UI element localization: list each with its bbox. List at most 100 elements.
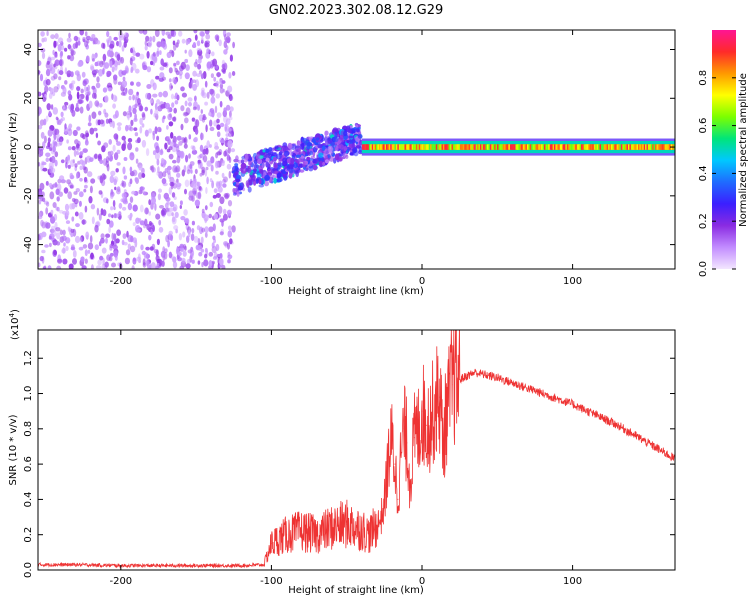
- spectrogram-noise-cell: [178, 141, 183, 146]
- snr-data-point: [430, 419, 432, 421]
- spectrogram-band-cell: [236, 174, 241, 181]
- spectrogram-noise-cell: [203, 259, 209, 267]
- spectrogram-noise-cell: [144, 207, 150, 215]
- spectrogram-noise-cell: [197, 63, 202, 70]
- spectrogram-noise-cell: [47, 129, 53, 137]
- spectrogram-band-cell: [302, 161, 306, 168]
- spectrogram-noise-cell: [87, 122, 92, 127]
- spectrogram-noise-cell: [55, 188, 60, 195]
- spectrogram-noise-cell: [48, 235, 52, 240]
- spectrogram-noise-cell: [96, 40, 101, 45]
- spectrogram-noise-cell: [99, 255, 104, 261]
- spectrogram-noise-cell: [145, 92, 150, 100]
- spectrogram-noise-cell: [38, 70, 41, 74]
- snr-data-point: [474, 371, 476, 373]
- spectrogram-noise-cell: [204, 232, 208, 238]
- spectrogram-noise-cell: [94, 244, 100, 251]
- spectrogram-noise-cell: [80, 256, 85, 263]
- spectrogram-noise-cell: [156, 238, 160, 246]
- spectrogram-noise-cell: [91, 58, 96, 62]
- spectrogram-noise-cell: [177, 251, 183, 256]
- spectrogram-noise-cell: [188, 81, 192, 89]
- spectrogram-noise-cell: [149, 246, 154, 251]
- spectrogram-noise-cell: [227, 259, 231, 264]
- spectrogram-noise-cell: [184, 188, 187, 195]
- spectrogram-noise-cell: [227, 242, 230, 250]
- spectrogram-noise-cell: [99, 176, 104, 184]
- spectrogram-noise-cell: [210, 156, 215, 164]
- spectrogram-noise-cell: [135, 52, 141, 57]
- spectrogram-noise-cell: [45, 222, 51, 229]
- spectrogram-noise-cell: [200, 236, 204, 244]
- spectrogram-noise-cell: [123, 241, 128, 246]
- spectrogram-noise-cell: [192, 83, 198, 91]
- spectrogram-noise-cell: [215, 170, 219, 175]
- spectrogram-noise-cell: [200, 87, 205, 94]
- spectrogram-noise-cell: [193, 30, 198, 34]
- spectrogram-noise-cell: [64, 123, 67, 130]
- spectrogram-noise-cell: [133, 117, 138, 122]
- spectrogram-noise-cell: [181, 169, 185, 177]
- spectrogram-noise-cell: [67, 191, 72, 200]
- spectrogram-noise-cell: [156, 258, 161, 264]
- spectrogram-band-cell: [260, 178, 264, 186]
- colorbar-tick-label: 0.2: [698, 213, 709, 229]
- spectrogram-noise-cell: [182, 250, 187, 257]
- spectrogram-noise-cell: [57, 44, 62, 52]
- spectrogram-noise-cell: [221, 63, 226, 69]
- snr-data-point: [210, 565, 212, 567]
- spectrogram-noise-cell: [185, 64, 190, 71]
- spectrogram-noise-cell: [165, 234, 170, 243]
- spectrogram-noise-cell: [201, 227, 206, 233]
- spectrogram-noise-cell: [222, 183, 227, 188]
- spectrogram-noise-cell: [197, 159, 202, 164]
- spectrogram-noise-cell: [87, 171, 93, 178]
- spectrogram-band-cell: [293, 162, 298, 169]
- spectrogram-noise-cell: [83, 176, 88, 183]
- spectrogram-noise-cell: [106, 70, 112, 77]
- spectrogram-noise-cell: [167, 165, 172, 171]
- spectrogram-noise-cell: [68, 32, 71, 38]
- colorbar-tick-label: 0.6: [698, 118, 709, 134]
- spectrogram-noise-cell: [38, 124, 43, 130]
- spectrogram-noise-cell: [185, 154, 189, 163]
- spectrogram-noise-cell: [93, 53, 97, 59]
- spectrogram-noise-cell: [129, 57, 133, 66]
- spectrogram-noise-cell: [214, 141, 219, 148]
- spectrogram-noise-cell: [132, 50, 136, 56]
- snr-data-point: [511, 382, 513, 384]
- spectrogram-noise-cell: [144, 218, 148, 227]
- spectrogram-band-cell: [248, 161, 252, 166]
- spectrogram-noise-cell: [182, 231, 186, 238]
- spectrogram-noise-cell: [221, 68, 226, 73]
- spectrogram-noise-cell: [183, 209, 188, 216]
- spectrogram-noise-cell: [151, 165, 155, 173]
- spectrogram-noise-cell: [189, 164, 193, 169]
- spectrogram-band-cell: [349, 152, 354, 156]
- spectrogram-noise-cell: [44, 93, 47, 98]
- snr-data-point: [541, 392, 544, 395]
- spectrogram-noise-cell: [71, 146, 76, 151]
- snr-y-tick-label: 0.2: [23, 527, 34, 543]
- spectrogram-noise-cell: [160, 58, 164, 66]
- spectrogram-noise-cell: [87, 242, 94, 250]
- spectrogram-noise-cell: [40, 148, 44, 157]
- snr-data-point: [421, 410, 423, 412]
- figure-title: GN02.2023.302.08.12.G29: [269, 3, 444, 18]
- spectrogram-noise-cell: [54, 59, 60, 66]
- snr-data-point: [285, 534, 288, 536]
- spectrogram-noise-cell: [109, 150, 114, 156]
- spectrogram-noise-cell: [59, 209, 64, 214]
- spectrogram-noise-cell: [81, 71, 86, 78]
- spectrogram-noise-cell: [202, 148, 207, 155]
- spectrogram-noise-cell: [67, 128, 73, 137]
- spectrogram-noise-cell: [145, 35, 150, 42]
- spectrogram-noise-cell: [145, 148, 150, 157]
- spectrogram-noise-cell: [56, 196, 60, 202]
- snr-data-point: [316, 534, 318, 536]
- snr-data-point: [406, 442, 408, 444]
- spectrogram-noise-cell: [111, 232, 115, 241]
- spectrogram-band-cell: [306, 156, 311, 161]
- spectrogram-noise-cell: [121, 181, 127, 188]
